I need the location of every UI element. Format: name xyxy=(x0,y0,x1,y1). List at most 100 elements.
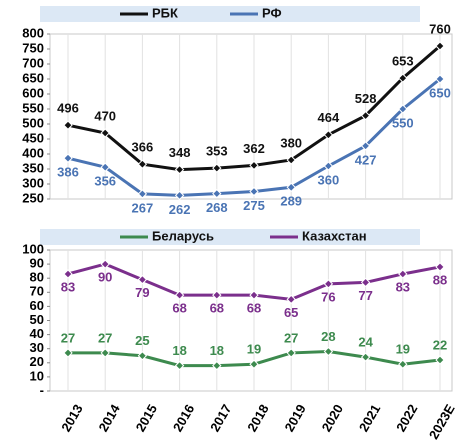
y-tick-label: 650 xyxy=(22,70,44,85)
point xyxy=(323,130,334,140)
data-label: 267 xyxy=(132,200,154,215)
y-tick-label: 700 xyxy=(22,55,44,70)
point xyxy=(100,128,110,138)
legend-label: РБК xyxy=(152,5,178,20)
point xyxy=(286,182,296,193)
legend-band xyxy=(40,229,420,245)
point xyxy=(286,294,296,305)
y-tick-label: 100 xyxy=(22,241,44,256)
point xyxy=(63,120,73,130)
y-tick-label: 30 xyxy=(30,340,44,355)
point xyxy=(100,348,110,358)
data-label: 464 xyxy=(318,110,340,125)
point xyxy=(137,351,148,361)
data-label: 79 xyxy=(135,285,149,300)
data-label: 356 xyxy=(94,174,116,189)
data-label: 19 xyxy=(247,342,261,357)
point xyxy=(63,269,73,279)
data-label: 25 xyxy=(135,333,149,348)
data-label: 83 xyxy=(396,279,410,294)
point xyxy=(323,279,334,289)
point xyxy=(174,164,185,175)
point xyxy=(435,355,445,365)
data-label: 18 xyxy=(172,343,186,358)
point xyxy=(212,188,222,199)
data-label: 550 xyxy=(392,115,414,130)
point xyxy=(398,269,408,279)
data-label: 27 xyxy=(284,330,298,345)
y-tick-label: 50 xyxy=(30,312,44,327)
y-tick-label: 20 xyxy=(30,354,44,369)
point xyxy=(323,161,334,171)
y-tick-label: 350 xyxy=(22,160,44,175)
y-tick-label: 300 xyxy=(22,175,44,190)
data-label: 366 xyxy=(132,140,154,155)
data-label: 380 xyxy=(280,135,302,150)
point xyxy=(100,162,110,172)
data-label: 653 xyxy=(392,54,414,69)
point xyxy=(137,274,148,285)
point xyxy=(174,290,185,300)
point xyxy=(398,104,408,114)
data-label: 362 xyxy=(243,141,265,156)
point xyxy=(212,360,222,371)
data-label: 275 xyxy=(243,198,265,213)
y-tick-label: 400 xyxy=(22,145,44,160)
point xyxy=(137,189,148,199)
y-tick-label: 250 xyxy=(22,190,44,205)
point xyxy=(249,290,259,300)
y-tick-label: - xyxy=(40,382,44,397)
point xyxy=(360,277,371,288)
data-label: 348 xyxy=(169,145,191,160)
data-label: 386 xyxy=(57,165,79,180)
point xyxy=(174,190,185,201)
point xyxy=(212,163,222,173)
point xyxy=(360,352,371,362)
point xyxy=(286,155,296,165)
point xyxy=(174,360,185,371)
data-label: 262 xyxy=(169,202,191,217)
data-label: 353 xyxy=(206,144,228,159)
data-label: 650 xyxy=(429,85,451,100)
data-label: 24 xyxy=(358,335,373,350)
data-label: 83 xyxy=(61,279,75,294)
data-label: 27 xyxy=(61,330,75,345)
data-label: 68 xyxy=(247,301,261,316)
data-label: 18 xyxy=(210,343,224,358)
data-label: 68 xyxy=(210,301,224,316)
data-label: 76 xyxy=(321,289,335,304)
data-label: 90 xyxy=(98,270,112,285)
point xyxy=(137,159,148,169)
data-label: 88 xyxy=(433,272,447,287)
point xyxy=(100,259,110,269)
point xyxy=(286,348,296,358)
y-tick-label: 450 xyxy=(22,130,44,145)
y-tick-label: 70 xyxy=(30,284,44,299)
y-tick-label: 10 xyxy=(30,368,44,383)
data-label: 27 xyxy=(98,330,112,345)
y-tick-label: 800 xyxy=(22,25,44,40)
point xyxy=(360,110,371,121)
y-tick-label: 500 xyxy=(22,115,44,130)
y-tick-label: 80 xyxy=(30,270,44,285)
point xyxy=(360,141,371,151)
data-label: 289 xyxy=(280,194,302,209)
data-label: 77 xyxy=(358,288,372,303)
data-label: 68 xyxy=(172,301,186,316)
data-label: 360 xyxy=(318,172,340,187)
y-tick-label: 750 xyxy=(22,40,44,55)
y-tick-label: 600 xyxy=(22,85,44,100)
data-label: 470 xyxy=(94,108,116,123)
point xyxy=(435,74,445,84)
y-tick-label: 90 xyxy=(30,256,44,271)
legend-label: Казахстан xyxy=(302,228,367,243)
point xyxy=(435,262,445,272)
data-label: 427 xyxy=(355,152,377,167)
data-label: 528 xyxy=(355,91,377,106)
y-tick-label: 40 xyxy=(30,326,44,341)
point xyxy=(249,359,259,369)
data-label: 268 xyxy=(206,200,228,215)
data-label: 22 xyxy=(433,337,447,352)
point xyxy=(63,348,73,358)
